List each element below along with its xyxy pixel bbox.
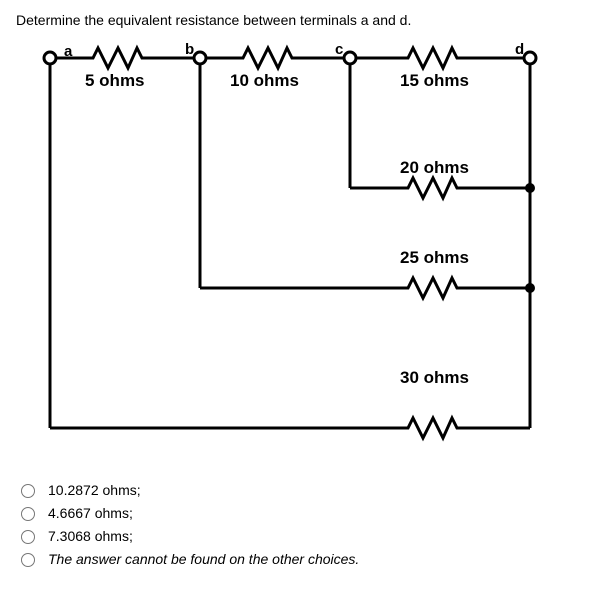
- terminal-c-label: c: [335, 41, 343, 58]
- option-2[interactable]: 4.6667 ohms;: [16, 504, 582, 521]
- option-2-label: 4.6667 ohms;: [48, 505, 133, 521]
- r4-label: 20 ohms: [400, 158, 469, 177]
- terminal-b-label: b: [185, 41, 194, 58]
- option-3[interactable]: 7.3068 ohms;: [16, 527, 582, 544]
- circuit-diagram: a b c d 5 ohms 10 ohms 15 ohms 20 ohms 2…: [30, 38, 582, 451]
- option-1-radio[interactable]: [21, 484, 35, 498]
- option-2-radio[interactable]: [21, 507, 35, 521]
- r3-label: 15 ohms: [400, 71, 469, 90]
- question-text: Determine the equivalent resistance betw…: [16, 12, 582, 28]
- answer-options: 10.2872 ohms; 4.6667 ohms; 7.3068 ohms; …: [16, 481, 582, 567]
- r5-label: 25 ohms: [400, 248, 469, 267]
- r2-label: 10 ohms: [230, 71, 299, 90]
- option-1[interactable]: 10.2872 ohms;: [16, 481, 582, 498]
- r1-label: 5 ohms: [85, 71, 145, 90]
- terminal-d-label: d: [515, 41, 524, 58]
- option-4[interactable]: The answer cannot be found on the other …: [16, 550, 582, 567]
- option-3-label: 7.3068 ohms;: [48, 528, 133, 544]
- option-1-label: 10.2872 ohms;: [48, 482, 141, 498]
- option-3-radio[interactable]: [21, 530, 35, 544]
- r6-label: 30 ohms: [400, 368, 469, 387]
- option-4-radio[interactable]: [21, 553, 35, 567]
- option-4-label: The answer cannot be found on the other …: [48, 551, 359, 567]
